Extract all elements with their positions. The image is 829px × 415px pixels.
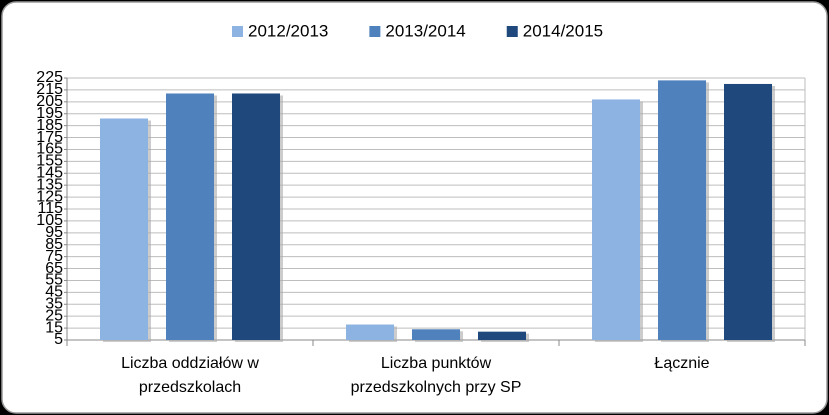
x-tick-label: Liczba punktów przedszkolnych przy SP <box>350 355 522 396</box>
legend-swatch <box>506 26 518 37</box>
bar <box>232 93 280 341</box>
y-tick-label: 95 <box>45 224 63 241</box>
y-tick-label: 205 <box>36 93 63 110</box>
y-tick-label: 35 <box>45 295 63 312</box>
y-tick-label: 105 <box>36 212 63 229</box>
y-tick-label: 165 <box>36 141 63 158</box>
y-tick-label: 25 <box>45 307 63 324</box>
legend-label: 2013/2014 <box>385 21 465 40</box>
y-tick-label: 145 <box>36 164 63 181</box>
y-tick-label: 225 <box>36 69 63 86</box>
bar <box>166 93 214 341</box>
y-tick-label: 15 <box>45 319 63 336</box>
y-tick-label: 115 <box>37 200 63 217</box>
y-tick-label: 155 <box>36 153 63 170</box>
y-tick-label: 185 <box>36 117 63 134</box>
x-tick-label: Liczba oddziałów w przedszkolach <box>121 355 259 396</box>
y-tick-label: 215 <box>36 81 63 98</box>
legend-label: 2012/2013 <box>248 21 328 40</box>
y-tick-label: 175 <box>36 129 63 146</box>
bar <box>100 118 148 340</box>
y-tick-label: 5 <box>54 331 63 348</box>
bar <box>478 331 526 340</box>
y-tick-label: 45 <box>45 284 63 301</box>
bar <box>412 329 460 340</box>
y-tick-label: 195 <box>36 105 63 122</box>
y-tick-label: 85 <box>45 236 63 253</box>
y-tick-label: 135 <box>36 176 63 193</box>
x-tick-label: Łącznie <box>654 355 710 372</box>
bar <box>658 80 706 340</box>
y-tick-label: 75 <box>45 248 63 265</box>
legend-swatch <box>232 26 243 37</box>
legend-label: 2014/2015 <box>523 21 603 40</box>
bar <box>346 324 394 340</box>
bar <box>724 83 772 341</box>
y-tick-label: 125 <box>36 188 63 205</box>
y-tick-label: 55 <box>45 272 63 289</box>
bar <box>592 99 640 340</box>
legend-swatch <box>369 26 381 37</box>
y-tick-label: 65 <box>45 260 63 277</box>
